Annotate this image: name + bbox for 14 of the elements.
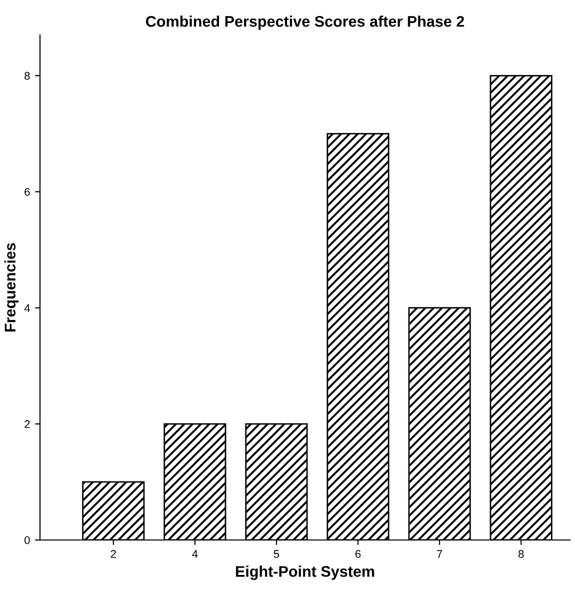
- x-tick-label: 4: [192, 550, 198, 558]
- y-tick-label: 8: [24, 72, 30, 80]
- chart-title: Combined Perspective Scores after Phase 2: [146, 16, 464, 30]
- y-tick-label: 2: [24, 420, 30, 428]
- x-tick-label: 8: [518, 550, 524, 558]
- y-tick-label: 0: [24, 536, 30, 544]
- x-tick-label: 2: [110, 550, 116, 558]
- x-tick-label: 5: [274, 550, 280, 558]
- x-tick-label: 6: [355, 550, 361, 558]
- y-axis-title: Frequencies: [4, 243, 19, 332]
- x-axis-title: Eight-Point System: [236, 566, 374, 580]
- y-tick-label: 6: [24, 188, 30, 196]
- x-tick-label: 7: [437, 550, 442, 558]
- y-tick-label: 4: [24, 304, 30, 312]
